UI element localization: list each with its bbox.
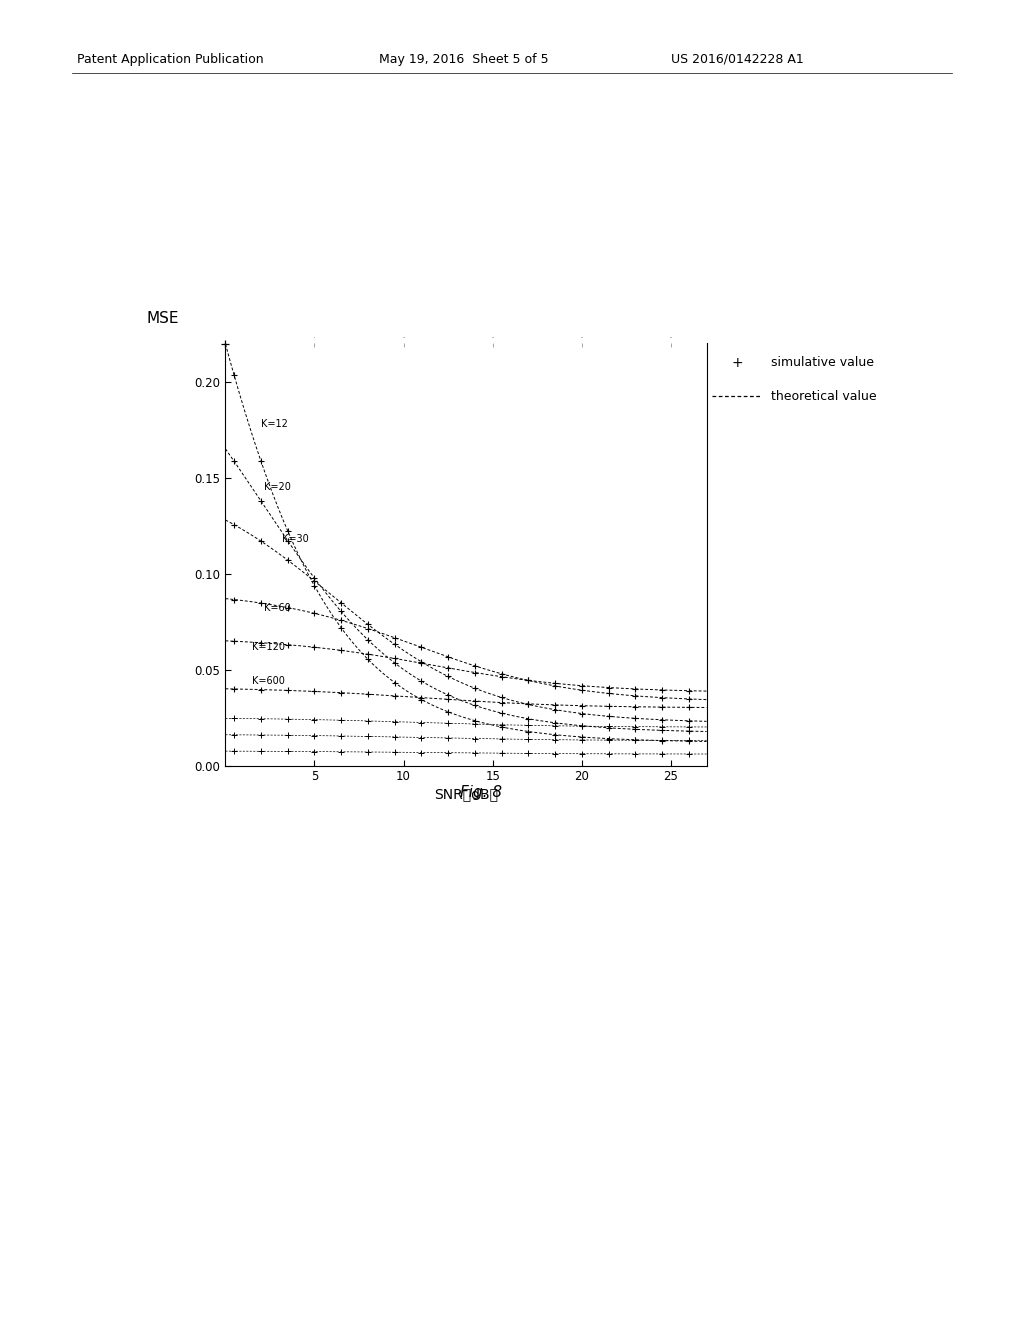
- Text: Patent Application Publication: Patent Application Publication: [77, 53, 263, 66]
- Text: K=12: K=12: [261, 418, 288, 429]
- Text: US 2016/0142228 A1: US 2016/0142228 A1: [671, 53, 804, 66]
- Y-axis label: MSE: MSE: [146, 312, 179, 326]
- Text: K=120: K=120: [252, 642, 285, 652]
- Text: +: +: [731, 356, 743, 370]
- Text: K=30: K=30: [283, 535, 309, 544]
- Text: K=60: K=60: [264, 603, 291, 614]
- Text: theoretical value: theoretical value: [771, 389, 877, 403]
- X-axis label: SNR（dB）: SNR（dB）: [434, 788, 498, 801]
- Text: K=20: K=20: [264, 482, 292, 492]
- Text: simulative value: simulative value: [771, 356, 874, 370]
- Text: Fig. 8: Fig. 8: [460, 785, 503, 800]
- Text: K=600: K=600: [252, 676, 285, 686]
- Text: May 19, 2016  Sheet 5 of 5: May 19, 2016 Sheet 5 of 5: [379, 53, 549, 66]
